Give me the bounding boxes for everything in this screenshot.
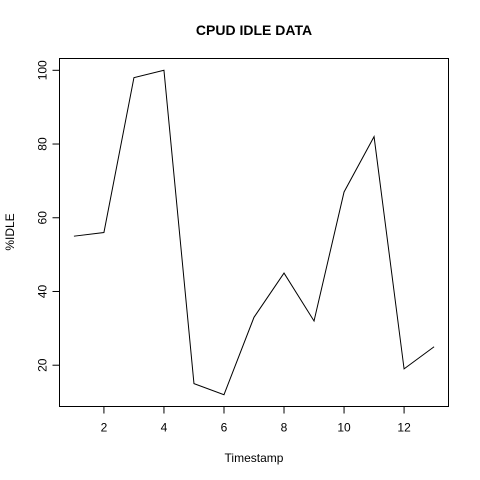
x-tick-label: 10	[337, 421, 351, 435]
y-tick-label: 80	[36, 137, 50, 151]
y-tick-label: 40	[36, 284, 50, 298]
x-tick-label: 8	[281, 421, 288, 435]
y-tick-label: 20	[36, 358, 50, 372]
y-tick-label: 100	[36, 60, 50, 80]
x-tick-label: 6	[221, 421, 228, 435]
series-line	[73, 69, 435, 396]
x-tick-label: 2	[101, 421, 108, 435]
plot-frame	[59, 58, 449, 407]
x-axis: 2 4 6 8 10 12	[101, 406, 411, 435]
chart-title: CPUD IDLE DATA	[196, 22, 312, 38]
x-tick-label: 12	[397, 421, 411, 435]
y-axis-label: %IDLE	[3, 213, 17, 250]
x-axis-label: Timestamp	[225, 451, 284, 465]
x-tick-label: 4	[161, 421, 168, 435]
y-tick-label: 60	[36, 211, 50, 225]
y-axis: 20 40 60 80 100	[36, 60, 60, 372]
series-layer	[73, 69, 435, 396]
